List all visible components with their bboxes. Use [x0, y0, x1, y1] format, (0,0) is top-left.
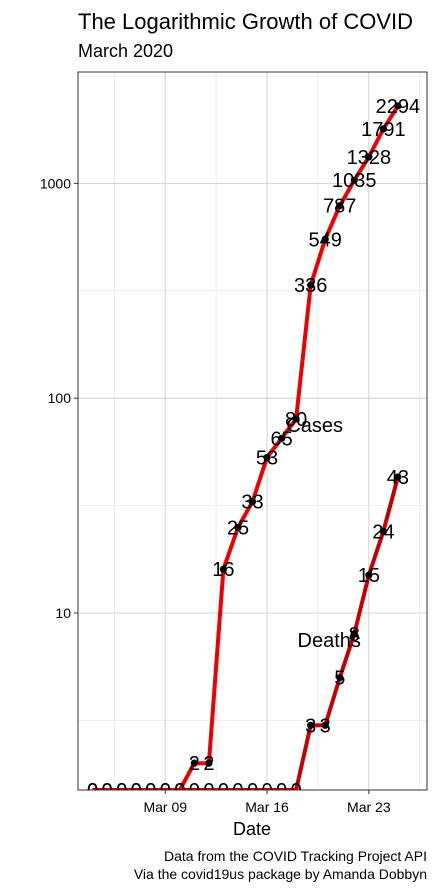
deaths-data-point	[379, 527, 387, 535]
cases-data-point	[379, 125, 387, 133]
deaths-data-point	[321, 721, 329, 729]
series-labels: Cases Deaths	[286, 415, 361, 652]
cases-value-label: 2	[203, 753, 214, 775]
x-tick-label: Mar 23	[347, 799, 391, 815]
point-labels: 0 0 0 0 0 0 02 21625335365803365497871035132817…	[87, 96, 421, 802]
caption-line-2: Via the covid19us package by Amanda Dobb…	[134, 866, 427, 882]
cases-value-label: 2	[189, 753, 200, 775]
deaths-zero-label: 0	[87, 780, 98, 802]
deaths-value-label: 5	[334, 668, 345, 690]
deaths-zero-label: 0	[291, 780, 302, 802]
deaths-data-point	[336, 674, 344, 682]
cases-value-label: 787	[323, 196, 356, 218]
deaths-zero-label: 0	[116, 780, 127, 802]
deaths-zero-label: 0	[232, 780, 243, 802]
cases-value-label: 1328	[347, 147, 392, 169]
x-axis-title: Date	[233, 819, 271, 839]
deaths-zero-label: 0	[145, 780, 156, 802]
deaths-zero-label: 0	[276, 780, 287, 802]
cases-value-label: 1791	[361, 119, 406, 141]
series-points	[190, 102, 402, 767]
deaths-value-label: 24	[372, 521, 394, 543]
cases-data-point	[248, 498, 257, 506]
deaths-zero-label: 0	[261, 780, 272, 802]
deaths-data-point	[394, 473, 402, 481]
cases-value-label: 2294	[376, 96, 421, 118]
cases-data-point	[307, 281, 315, 289]
deaths-zero-label: 0	[131, 780, 142, 802]
cases-zero-label: 0	[102, 780, 113, 802]
y-tick-label: 1000	[40, 175, 71, 191]
deaths-value-label: 3	[305, 715, 316, 737]
cases-series-line	[92, 104, 400, 790]
axis-ticks: Mar 09 Mar 16 Mar 23 10 100 1000	[40, 175, 391, 815]
cases-series-label: Cases	[286, 415, 343, 437]
cases-data-point	[321, 235, 329, 243]
cases-value-label: 80	[285, 409, 307, 431]
deaths-series-line	[92, 476, 400, 790]
cases-value-label: 16	[212, 559, 234, 581]
cases-value-label: 53	[256, 447, 278, 469]
cases-zero-label: 0	[116, 780, 127, 802]
cases-value-label: 65	[270, 428, 292, 450]
deaths-zero-label: 0	[247, 780, 258, 802]
deaths-series-label: Deaths	[298, 630, 361, 652]
y-tick-label: 10	[55, 605, 71, 621]
cases-zero-label: 0	[174, 780, 185, 802]
deaths-zero-label: 0	[189, 780, 200, 802]
chart-title: The Logarithmic Growth of COVID	[78, 9, 413, 34]
cases-zero-label: 0	[145, 780, 156, 802]
cases-data-point	[350, 176, 358, 184]
x-tick-label: Mar 16	[245, 799, 289, 815]
cases-zero-label: 0	[87, 780, 98, 802]
deaths-value-label: 3	[320, 715, 331, 737]
cases-data-point	[190, 759, 198, 767]
x-tick-label: Mar 09	[143, 799, 187, 815]
cases-data-point	[292, 415, 300, 423]
cases-value-label: 25	[227, 518, 249, 540]
cases-data-point	[336, 202, 344, 210]
cases-zero-label: 0	[131, 780, 142, 802]
cases-data-point	[394, 102, 402, 110]
cases-data-point	[263, 453, 271, 462]
cases-value-label: 33	[241, 492, 263, 514]
grid-lines	[78, 72, 427, 790]
deaths-value-label: 15	[358, 565, 380, 587]
deaths-zero-label: 0	[160, 780, 171, 802]
cases-data-point	[277, 434, 286, 442]
cases-data-point	[365, 153, 373, 161]
cases-value-label: 1035	[332, 170, 377, 192]
series-lines	[92, 104, 400, 790]
cases-data-point	[205, 759, 213, 767]
deaths-zero-label: 0	[174, 780, 185, 802]
y-tick-label: 100	[48, 390, 72, 406]
deaths-zero-label: 0	[102, 780, 113, 802]
cases-value-label: 549	[309, 229, 342, 251]
deaths-zero-label: 0	[203, 780, 214, 802]
cases-zero-label: 0	[160, 780, 171, 802]
cases-value-label: 336	[294, 275, 327, 297]
deaths-value-label: 43	[387, 467, 409, 489]
cases-data-point	[219, 565, 228, 573]
deaths-data-point	[365, 571, 373, 579]
deaths-data-point	[350, 630, 358, 638]
chart-subtitle: March 2020	[78, 41, 173, 61]
cases-data-point	[234, 523, 242, 532]
deaths-value-label: 8	[349, 624, 360, 646]
caption-line-1: Data from the COVID Tracking Project API	[164, 848, 427, 864]
deaths-data-point	[307, 721, 315, 729]
deaths-zero-label: 0	[218, 780, 229, 802]
